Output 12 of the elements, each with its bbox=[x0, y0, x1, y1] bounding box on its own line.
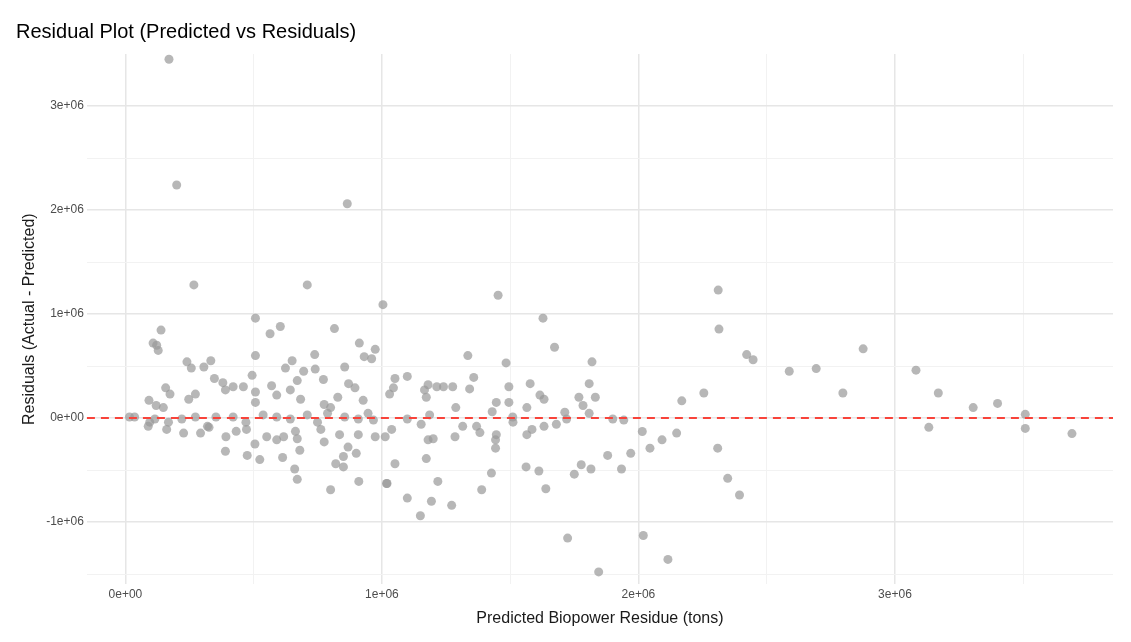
x-tick-label: 1e+06 bbox=[365, 586, 400, 601]
y-tick-label: -1e+06 bbox=[46, 514, 85, 529]
y-tick-label: 0e+00 bbox=[50, 410, 85, 425]
x-tick-label: 0e+00 bbox=[108, 586, 143, 601]
x-axis-title: Predicted Biopower Residue (tons) bbox=[476, 608, 724, 626]
y-tick-label: 3e+06 bbox=[50, 98, 85, 113]
y-tick-label: 1e+06 bbox=[50, 306, 85, 321]
y-axis-title: Residuals (Actual - Predicted) bbox=[20, 213, 38, 426]
x-tick-label: 2e+06 bbox=[621, 586, 656, 601]
chart-title: Residual Plot (Predicted vs Residuals) bbox=[16, 19, 357, 42]
x-tick-label: 3e+06 bbox=[878, 586, 913, 601]
y-tick-label: 2e+06 bbox=[50, 202, 85, 217]
